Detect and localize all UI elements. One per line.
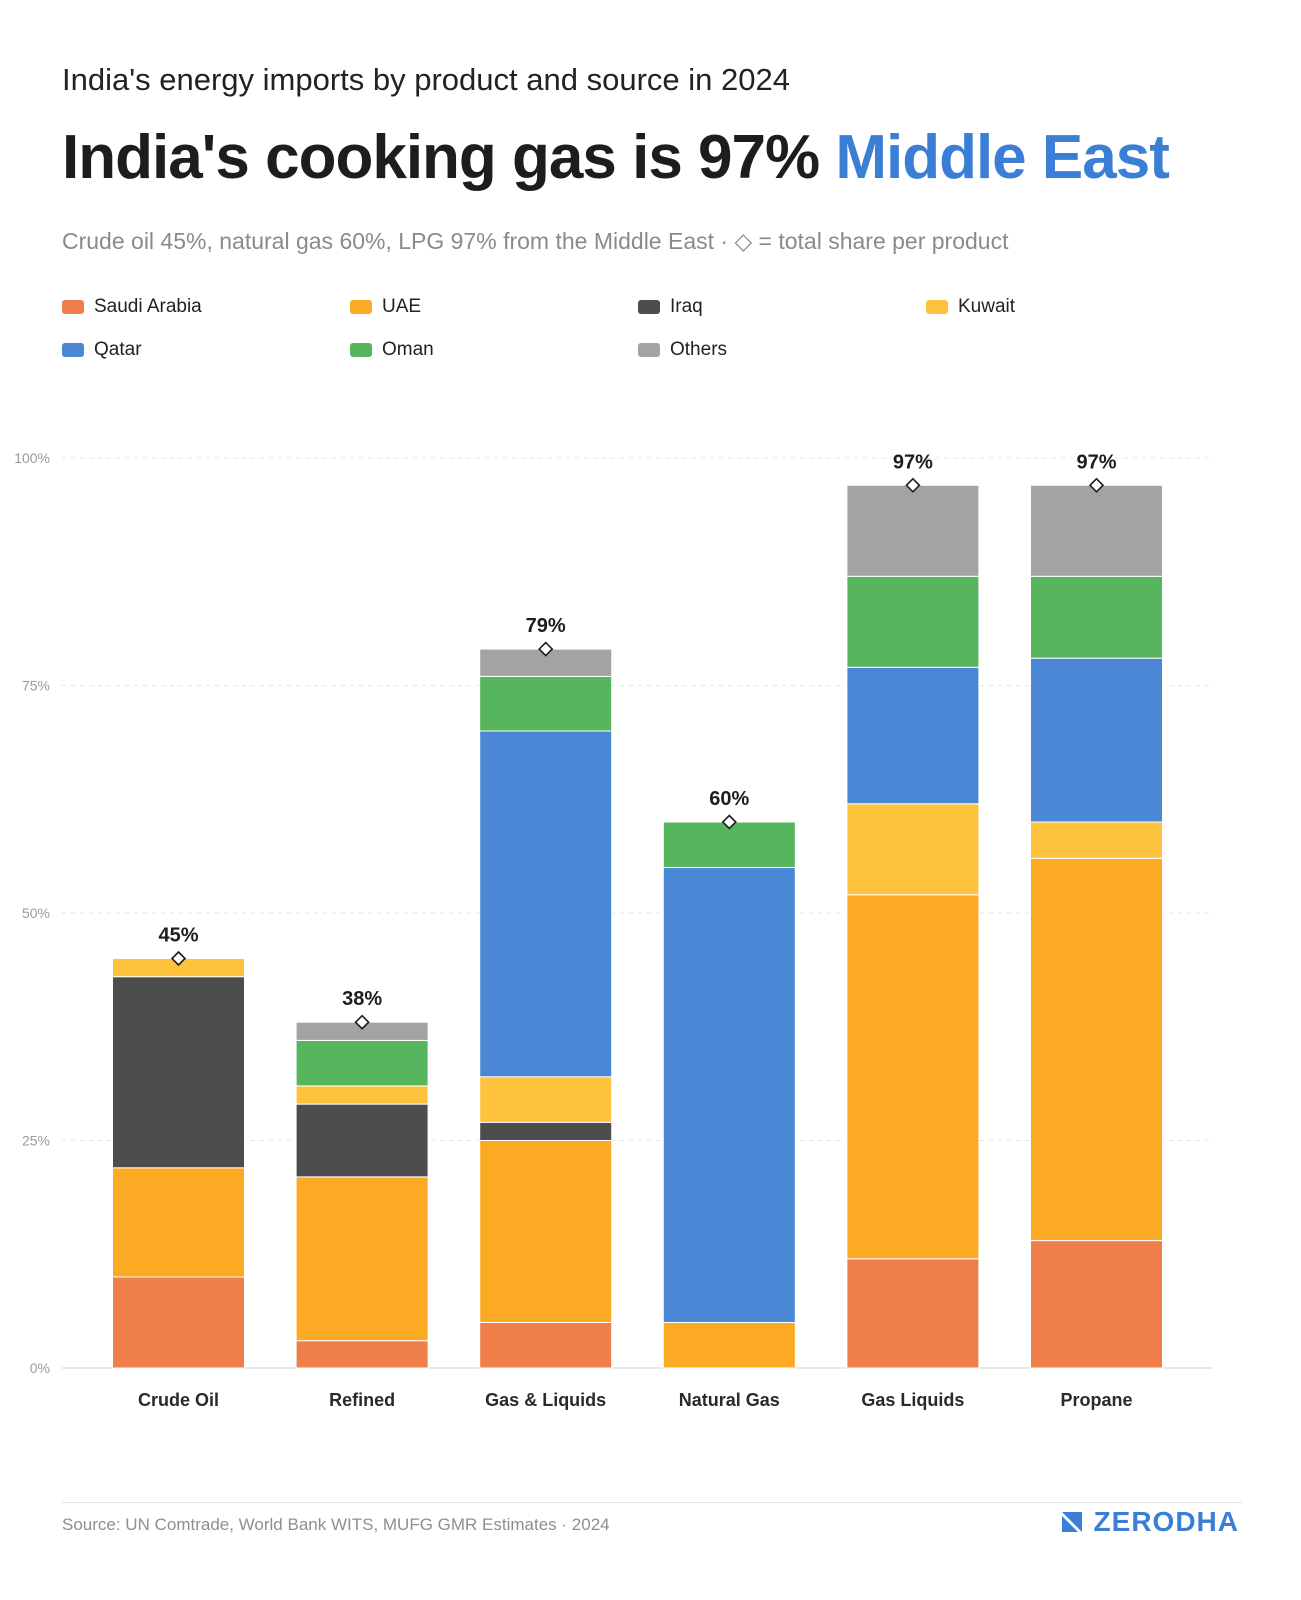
bar-segment: [846, 484, 980, 577]
bar-segment: [846, 894, 980, 1260]
legend-item-oman: Oman: [350, 339, 434, 361]
bar-segment: [1030, 857, 1163, 1242]
x-tick-label: Gas Liquids: [861, 1390, 964, 1410]
legend-label: Others: [670, 339, 728, 360]
brand-name: ZERODHA: [1093, 1506, 1239, 1537]
stacked-bar-chart: 0% 25% 50% 75% 100% 45% Crude Oil 38% Refined 79%…: [14, 450, 1213, 1410]
zerodha-logo-icon: [1061, 1512, 1082, 1532]
bar-segment: [846, 666, 980, 805]
source-note: Source: UN Comtrade, World Bank WITS, MU…: [62, 1515, 610, 1534]
legend-swatch: [62, 300, 84, 314]
bar-segment: [295, 1176, 429, 1342]
x-tick-label: Natural Gas: [679, 1390, 780, 1410]
bar-segment: [846, 575, 980, 668]
chart-headline: India's cooking gas is 97% Middle East: [62, 122, 1170, 193]
total-label: 97%: [893, 451, 933, 473]
legend-item-uae: UAE: [350, 296, 421, 318]
legend-item-kuwait: Kuwait: [926, 296, 1015, 318]
y-tick-label: 0%: [30, 1360, 50, 1376]
bar-segment: [1030, 1240, 1163, 1369]
total-diamond-marker: [170, 950, 187, 967]
legend-swatch: [638, 343, 660, 357]
legend-label: Kuwait: [958, 296, 1016, 317]
legend-label: Qatar: [94, 339, 142, 360]
x-tick-label: Refined: [329, 1390, 395, 1410]
bar-segment: [1030, 657, 1163, 823]
bar-segment: [295, 1039, 429, 1087]
headline-accent: Middle East: [835, 123, 1170, 192]
legend-item-qatar: Qatar: [62, 339, 142, 361]
bar-segment: [1030, 575, 1163, 659]
bar-segment: [662, 1322, 796, 1369]
bar-segment: [662, 867, 796, 1323]
y-tick-label: 100%: [14, 450, 50, 466]
total-label: 60%: [709, 788, 749, 810]
bar-segment: [479, 1140, 613, 1323]
legend-swatch: [350, 300, 372, 314]
legend-label: UAE: [382, 296, 422, 317]
legend-label: Oman: [382, 339, 434, 360]
legend-swatch: [62, 343, 84, 357]
bar-segment: [112, 1276, 245, 1369]
bar-segment: [1030, 821, 1163, 859]
chart-eyebrow: India's energy imports by product and so…: [62, 62, 790, 97]
chart-subtitle: Crude oil 45%, natural gas 60%, LPG 97% …: [62, 228, 1009, 254]
total-diamond-marker: [538, 641, 554, 657]
total-diamond-marker: [1088, 477, 1105, 493]
brand-logo: ZERODHA: [1060, 1506, 1239, 1538]
total-label: 38%: [342, 988, 382, 1010]
legend-item-saudi-arabia: Saudi Arabia: [62, 296, 202, 318]
total-label: 97%: [1076, 451, 1116, 473]
y-tick-label: 75%: [22, 678, 50, 694]
bar-segment: [479, 1322, 613, 1369]
legend-item-iraq: Iraq: [638, 296, 703, 318]
bar-segment: [479, 675, 613, 732]
bar-segment: [112, 976, 245, 1169]
legend-item-others: Others: [638, 339, 727, 361]
footer-divider: [62, 1502, 1242, 1503]
bar-segment: [479, 730, 613, 1078]
bar-segment: [112, 1167, 245, 1278]
bar-segment: [479, 1076, 613, 1123]
x-tick-label: Gas & Liquids: [485, 1390, 606, 1410]
bar-segment: [295, 1085, 429, 1105]
total-diamond-marker: [354, 1014, 370, 1030]
headline-main: India's cooking gas is 97%: [62, 123, 836, 192]
bar-segment: [295, 1103, 429, 1178]
y-tick-label: 50%: [22, 905, 50, 921]
legend-label: Iraq: [670, 296, 703, 317]
x-tick-label: Propane: [1060, 1390, 1132, 1410]
bar-segment: [479, 1121, 613, 1142]
legend-swatch: [926, 300, 948, 314]
bar-segment: [295, 1340, 429, 1369]
bar-segment: [846, 1258, 980, 1369]
total-label: 45%: [158, 925, 198, 947]
total-diamond-marker: [721, 814, 737, 830]
legend-swatch: [350, 343, 372, 357]
legend-swatch: [638, 300, 660, 314]
bar-segment: [846, 803, 980, 896]
x-tick-label: Crude Oil: [138, 1390, 219, 1410]
y-tick-label: 25%: [22, 1133, 50, 1149]
bar-segment: [1030, 484, 1163, 577]
total-diamond-marker: [905, 477, 921, 493]
total-label: 79%: [526, 615, 566, 637]
legend-label: Saudi Arabia: [94, 296, 202, 317]
